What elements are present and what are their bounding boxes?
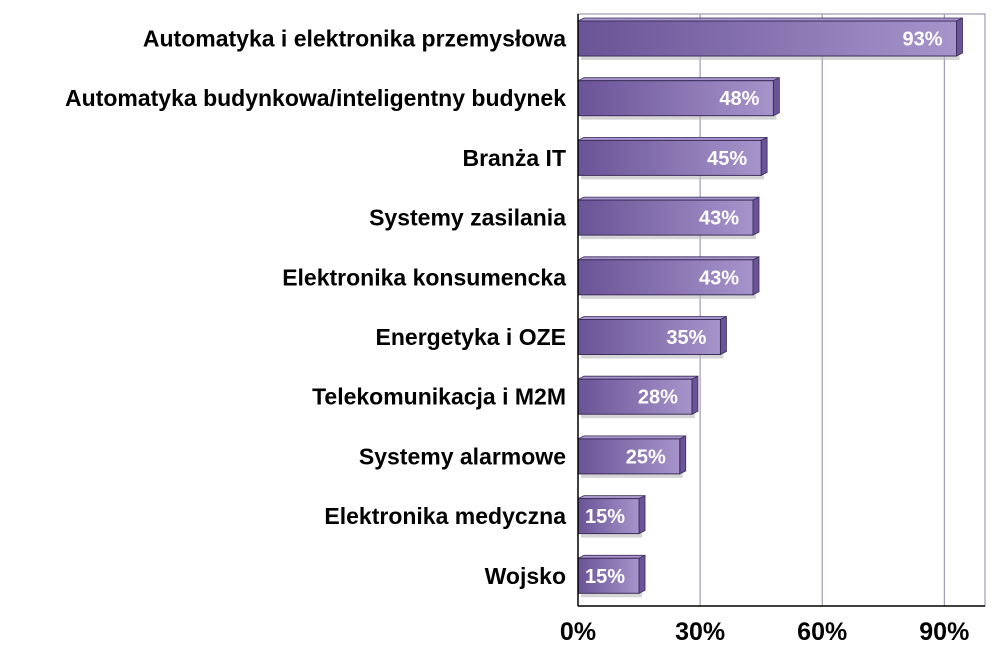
category-label: Energetyka i OZE xyxy=(376,324,566,350)
bar xyxy=(577,557,640,594)
bars xyxy=(577,17,963,598)
x-tick-label: 0% xyxy=(560,618,596,646)
bar xyxy=(577,259,754,296)
value-label: 15% xyxy=(585,566,625,588)
value-labels: 93% 48% 45% 43% 43% 35% 28% 25% 15% 15% xyxy=(585,29,943,588)
category-label: Elektronika konsumencka xyxy=(282,264,566,290)
bar-side xyxy=(679,435,687,475)
bar-side xyxy=(752,196,760,236)
category-label: Branża IT xyxy=(462,145,566,171)
value-label: 93% xyxy=(902,29,942,51)
bar-side xyxy=(772,77,780,117)
x-tick-label: 90% xyxy=(919,618,969,646)
category-label: Wojsko xyxy=(485,563,566,589)
value-label: 43% xyxy=(699,267,739,289)
bar-side xyxy=(752,256,760,296)
value-label: 15% xyxy=(585,506,625,528)
value-label: 43% xyxy=(699,208,739,230)
value-label: 35% xyxy=(666,327,706,349)
tick-labels: 0% 30% 60% 90% xyxy=(560,618,969,646)
bar xyxy=(577,319,721,355)
value-label: 25% xyxy=(626,446,666,468)
axes xyxy=(577,14,985,607)
bar-side xyxy=(760,136,768,177)
bar-side xyxy=(956,17,963,57)
x-tick-label: 30% xyxy=(675,618,725,646)
category-label: Telekomunikacja i M2M xyxy=(312,384,566,410)
category-label: Automatyka budynkowa/inteligentny budyne… xyxy=(65,85,566,111)
category-label: Automatyka i elektronika przemysłowa xyxy=(143,26,566,52)
value-label: 48% xyxy=(719,88,759,110)
category-label: Systemy zasilania xyxy=(369,205,566,231)
value-label: 45% xyxy=(707,148,747,170)
x-tick-label: 60% xyxy=(797,618,847,646)
category-label: Systemy alarmowe xyxy=(359,443,566,469)
category-labels: Automatyka i elektronika przemysłowa Auto… xyxy=(65,26,566,589)
bar xyxy=(577,20,958,57)
bar xyxy=(577,438,681,475)
bar-side xyxy=(638,494,646,535)
bar-side xyxy=(691,375,699,415)
category-label: Elektronika medyczna xyxy=(324,503,566,529)
bar-side xyxy=(638,554,646,594)
bar-side xyxy=(720,315,727,356)
value-label: 28% xyxy=(638,387,678,409)
bar xyxy=(577,80,774,117)
